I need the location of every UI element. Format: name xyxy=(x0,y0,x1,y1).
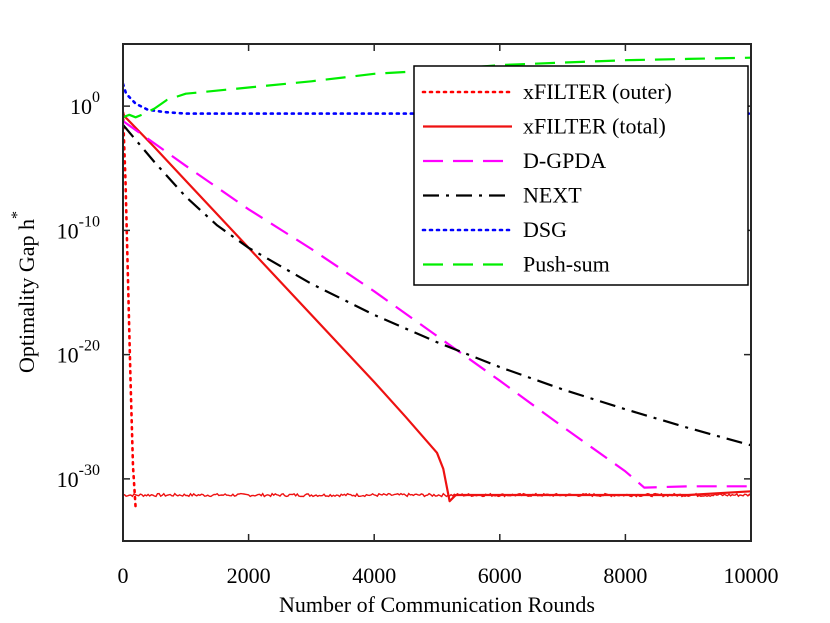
y-tick-base: 10 xyxy=(70,94,92,119)
svg-text:Optimality Gap h*: Optimality Gap h* xyxy=(9,211,39,373)
y-axis-label: Optimality Gap h xyxy=(14,219,39,373)
plot-frame xyxy=(122,43,752,542)
y-tick-base: 10 xyxy=(57,467,79,492)
legend-label: Push-sum xyxy=(523,252,610,277)
legend: xFILTER (outer) xFILTER (total) D-GPDA NEXT… xyxy=(413,65,749,286)
series-xfilter-outer-line xyxy=(123,111,137,509)
series-xfilter-total-line xyxy=(123,111,751,503)
y-axis-label-superscript: * xyxy=(9,211,26,219)
y-tick-exponent: 0 xyxy=(92,89,100,106)
x-tick-label: 6000 xyxy=(478,563,522,588)
legend-label: xFILTER (total) xyxy=(523,114,666,139)
x-tick-label: 8000 xyxy=(603,563,647,588)
y-tick-base: 10 xyxy=(57,218,79,243)
y-tick-exponent: -20 xyxy=(79,338,100,355)
series-dsg-line xyxy=(123,82,751,115)
legend-box xyxy=(413,65,749,286)
y-tick-label: 10-30 xyxy=(57,462,100,492)
series-push-sum-line xyxy=(123,56,751,119)
y-tick-exponent: -10 xyxy=(79,213,100,230)
x-tick-label: 10000 xyxy=(724,563,779,588)
series-d-gpda-line xyxy=(123,120,751,489)
y-tick-base: 10 xyxy=(57,343,79,368)
y-tick-exponent: -30 xyxy=(79,462,100,479)
y-axis-label-group: Optimality Gap h* xyxy=(9,211,39,373)
legend-label: xFILTER (outer) xyxy=(523,79,672,104)
y-tick-label: 10-10 xyxy=(57,213,100,243)
x-tick-label: 0 xyxy=(118,563,129,588)
legend-label: DSG xyxy=(523,217,567,242)
x-tick-label: 2000 xyxy=(227,563,271,588)
y-tick-label: 10-20 xyxy=(57,338,100,368)
y-tick-label: 100 xyxy=(70,89,100,119)
x-axis-label: Number of Communication Rounds xyxy=(279,592,595,617)
x-tick-label: 4000 xyxy=(352,563,396,588)
legend-label: NEXT xyxy=(523,183,582,208)
legend-label: D-GPDA xyxy=(523,148,606,173)
series-layer xyxy=(123,56,751,509)
